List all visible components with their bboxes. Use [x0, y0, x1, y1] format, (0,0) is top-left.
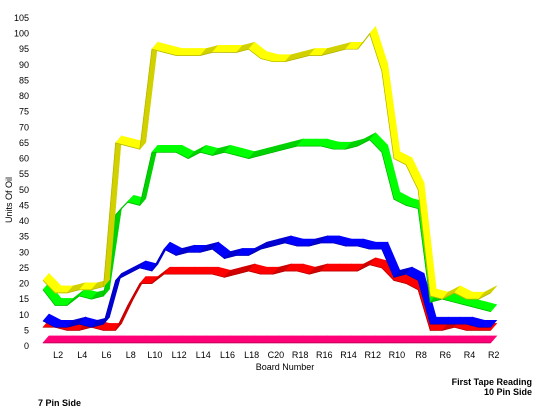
y-tick-label: 20: [19, 279, 29, 289]
y-tick-label: 75: [19, 107, 29, 117]
left-side-note: 7 Pin Side: [38, 398, 82, 408]
y-tick-label: 40: [19, 216, 29, 226]
y-tick-label: 35: [19, 232, 29, 242]
series-2-segment: [139, 145, 159, 206]
x-tick-label: R4: [464, 350, 476, 360]
y-tick-label: 90: [19, 60, 29, 70]
y-tick-label: 65: [19, 138, 29, 148]
series-2-edge: [42, 139, 491, 312]
y-axis-title: Units Of Oil: [4, 177, 14, 223]
y-tick-label: 0: [24, 341, 29, 351]
x-tick-label: R6: [440, 350, 452, 360]
x-tick-label: L8: [126, 350, 136, 360]
y-axis: 0 5 10 15 20 25 30 35 40 45 50 55 60 65 70 75 80 85 90 95 10…: [14, 13, 29, 351]
y-tick-label: 80: [19, 91, 29, 101]
series-2: [42, 132, 498, 312]
y-tick-label: 55: [19, 169, 29, 179]
x-tick-label: C20: [268, 350, 285, 360]
series-3-edge: [42, 242, 491, 328]
series-3: [42, 235, 498, 328]
y-tick-label: 95: [19, 44, 29, 54]
y-tick-label: 30: [19, 247, 29, 257]
x-axis: L2 L4 L6 L8 L10 L12 L14 L16 L18 C20 R18 R16 R14 R12 R1…: [53, 350, 499, 360]
x-tick-label: L18: [244, 350, 259, 360]
x-tick-label: R14: [340, 350, 357, 360]
x-tick-label: L16: [220, 350, 235, 360]
series-layer: [42, 26, 498, 344]
y-tick-label: 5: [24, 325, 29, 335]
series-1-segment: [139, 41, 159, 151]
x-tick-label: L14: [196, 350, 211, 360]
y-tick-label: 60: [19, 154, 29, 164]
reading-note-title: First Tape Reading: [451, 377, 532, 387]
series-3-segment: [115, 266, 134, 281]
x-tick-label: R18: [292, 350, 309, 360]
x-tick-label: L4: [77, 350, 87, 360]
x-tick-label: L12: [172, 350, 187, 360]
y-tick-label: 50: [19, 185, 29, 195]
reading-note: First Tape Reading 10 Pin Side: [452, 377, 532, 397]
series-4-edge: [43, 264, 491, 331]
y-tick-label: 25: [19, 263, 29, 273]
x-tick-label: R2: [488, 350, 500, 360]
x-axis-title: Board Number: [256, 362, 315, 372]
y-tick-label: 45: [19, 200, 29, 210]
y-tick-label: 100: [14, 29, 29, 39]
reading-note-side: 10 Pin Side: [483, 387, 532, 397]
series-1-edge: [42, 32, 491, 300]
x-tick-label: R16: [316, 350, 333, 360]
x-tick-label: R8: [415, 350, 427, 360]
series-1-segment: [369, 26, 389, 72]
y-tick-label: 85: [19, 75, 29, 85]
series-5: [42, 335, 498, 344]
y-tick-label: 10: [19, 310, 29, 320]
x-tick-label: R12: [364, 350, 381, 360]
x-tick-label: L10: [147, 350, 162, 360]
y-tick-label: 70: [19, 122, 29, 132]
y-tick-label: 105: [14, 13, 29, 23]
series-1-segment: [405, 157, 425, 191]
x-tick-label: L6: [101, 350, 111, 360]
x-tick-label: L2: [53, 350, 63, 360]
y-tick-label: 15: [19, 294, 29, 304]
series-1: [42, 26, 497, 300]
x-tick-label: R10: [389, 350, 406, 360]
